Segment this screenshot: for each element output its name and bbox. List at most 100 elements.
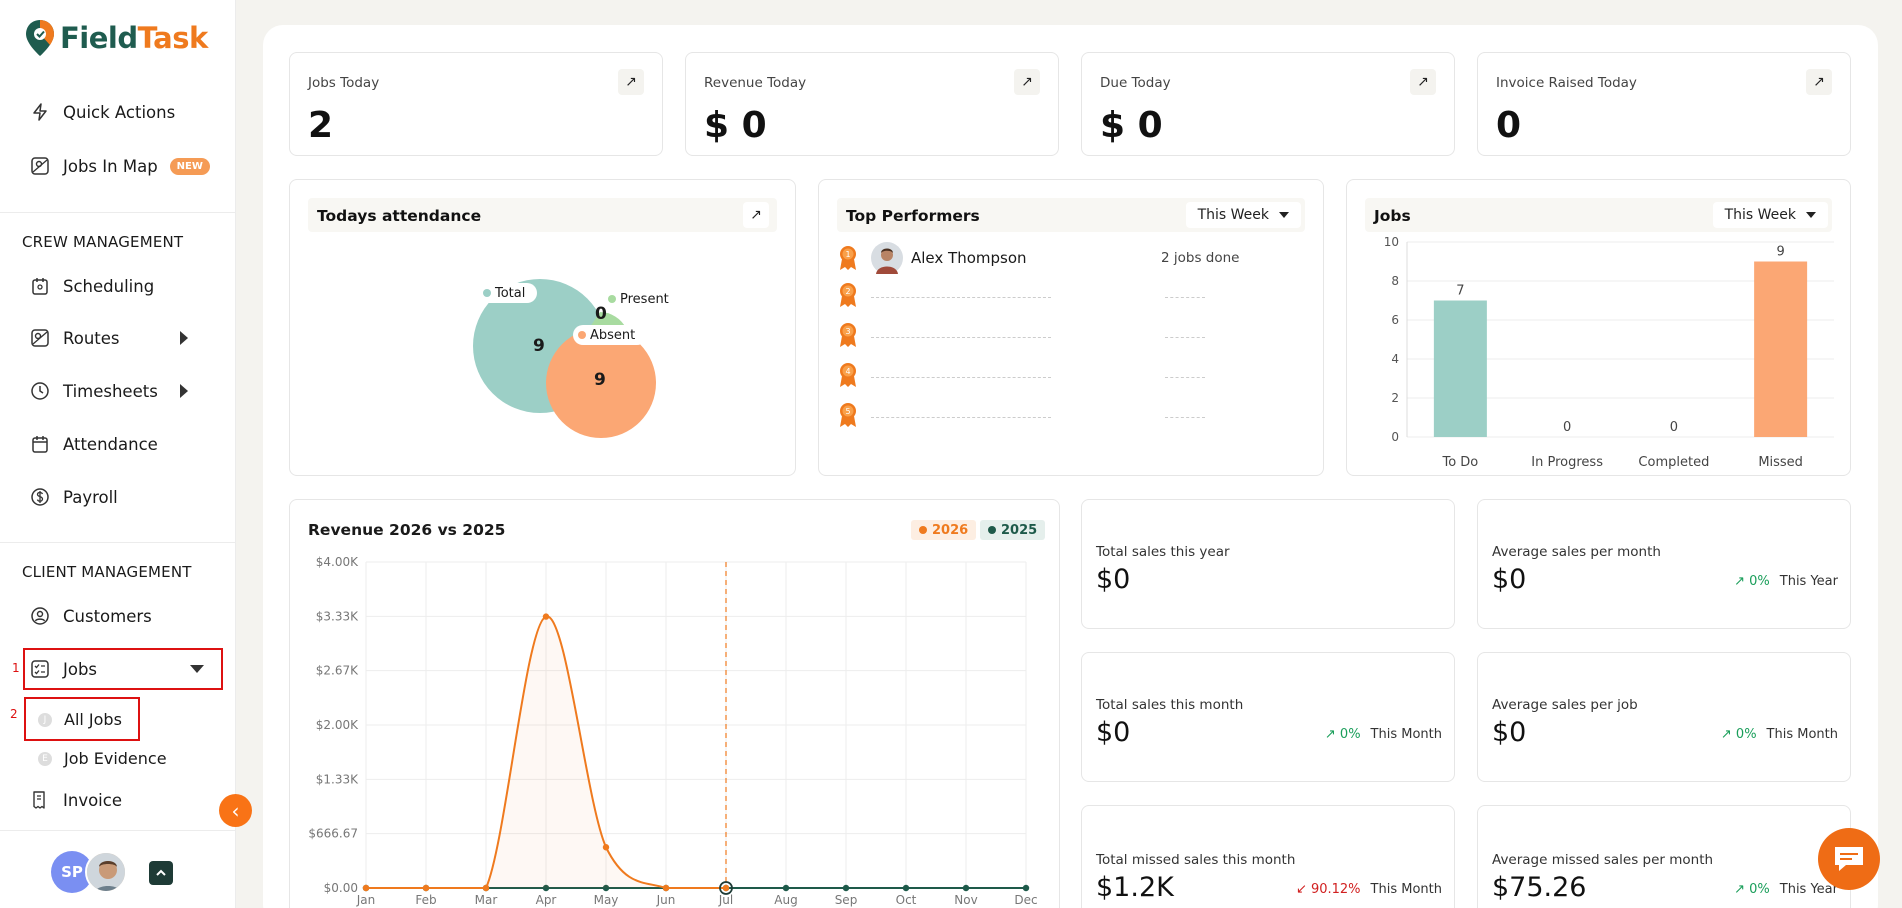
y-tick-label: $2.00K (316, 718, 359, 732)
open-arrow-icon[interactable]: ↗ (1806, 69, 1832, 95)
chat-support-button[interactable] (1818, 828, 1880, 890)
sidebar-item-quick-actions[interactable]: Quick Actions (30, 98, 216, 126)
kpi-card-due-today[interactable]: Due Today $ 0 ↗ (1081, 52, 1455, 156)
stat-value: $0 (1492, 717, 1527, 748)
y-tick-label: 4 (1391, 352, 1399, 366)
collapse-sidebar-button[interactable]: ‹ (219, 794, 252, 827)
chevron-down-icon (190, 665, 204, 673)
bar-data-label: 0 (1563, 420, 1571, 435)
sidebar-item-payroll[interactable]: Payroll (30, 483, 216, 511)
y-tick-label: $666.67 (308, 827, 358, 841)
data-point-2026 (422, 884, 430, 892)
chevron-up-button[interactable] (149, 861, 173, 885)
open-arrow-icon[interactable]: ↗ (1410, 69, 1436, 95)
rank-2-medal-icon: 2 (840, 283, 856, 307)
sidebar-item-scheduling[interactable]: Scheduling (30, 272, 216, 300)
open-arrow-icon[interactable]: ↗ (618, 69, 644, 95)
open-arrow-icon[interactable]: ↗ (743, 202, 769, 228)
sidebar-item-attendance[interactable]: Attendance (30, 430, 216, 458)
sidebar-item-label: Routes (63, 328, 120, 348)
kpi-card-jobs-today[interactable]: Jobs Today 2 ↗ (289, 52, 663, 156)
legend-2026[interactable]: 2026 (911, 520, 977, 540)
legend-2025[interactable]: 2025 (980, 520, 1046, 540)
legend-dot (919, 526, 927, 534)
jobs-bar-chart: 0 2 4 6 8 10 7 To Do 0 In Progress 0 Completed 9 Miss… (1384, 235, 1834, 470)
placeholder-line (1165, 416, 1205, 418)
sidebar-item-timesheets[interactable]: Timesheets (30, 377, 216, 405)
crew-management-label: CREW MANAGEMENT (22, 233, 184, 251)
sidebar-item-jobs[interactable]: Jobs (30, 655, 216, 683)
data-point-2025 (1022, 884, 1030, 892)
kpi-value: $ 0 (1100, 105, 1163, 146)
jobs-chart-card: Jobs This Week 0 2 4 6 8 10 7 To Do 0 In Progress… (1346, 179, 1851, 476)
sidebar-item-invoice[interactable]: Invoice (30, 786, 216, 814)
lightning-icon (30, 102, 50, 122)
kpi-label: Due Today (1100, 75, 1171, 91)
data-point-2026 (662, 884, 670, 892)
current-month-point (719, 881, 733, 895)
sidebar-item-label: Quick Actions (63, 102, 176, 122)
svg-text:5: 5 (845, 407, 850, 416)
sidebar-subitem-all-jobs[interactable]: J All Jobs (38, 710, 122, 729)
user-circle-icon (30, 606, 50, 626)
sidebar-item-routes[interactable]: Routes (30, 324, 216, 352)
data-point-2026 (542, 613, 550, 620)
performer-row[interactable]: 1 Alex Thompson 2 jobs done (837, 242, 1239, 274)
bar (1433, 300, 1487, 437)
y-tick-label: $4.00K (316, 555, 359, 569)
stat-label: Average missed sales per month (1492, 852, 1714, 868)
data-point-2025 (902, 884, 910, 892)
sidebar-item-label: Job Evidence (64, 749, 167, 768)
svg-text:2: 2 (845, 287, 850, 296)
x-tick-label: Sep (835, 893, 858, 907)
revenue-chart-card: Revenue 2026 vs 2025 2026 2025 $0.00 $666… (289, 499, 1060, 908)
placeholder-line (871, 376, 1051, 378)
performers-period-select[interactable]: This Week (1185, 202, 1301, 228)
x-tick-label: Feb (415, 893, 436, 907)
kpi-card-revenue-today[interactable]: Revenue Today $ 0 ↗ (685, 52, 1059, 156)
dollar-coin-icon (30, 487, 50, 507)
stat-period: This Year (1779, 574, 1838, 589)
x-tick-label: May (594, 893, 619, 907)
caret-down-icon (1806, 212, 1816, 218)
data-point-2026 (362, 884, 370, 892)
bar (1754, 261, 1808, 437)
y-tick-label: $0.00 (324, 881, 358, 895)
x-tick-label: Nov (954, 893, 977, 907)
clock-icon (30, 381, 50, 401)
stat-value: $0 (1096, 564, 1131, 595)
stat-card: Total sales this year $0 (1081, 499, 1455, 629)
x-tick-label: Oct (896, 893, 917, 907)
brand-logo[interactable]: FieldTask (24, 18, 208, 58)
sidebar-item-customers[interactable]: Customers (30, 602, 216, 630)
svg-text:3: 3 (845, 327, 850, 336)
chevron-up-icon (156, 869, 166, 876)
x-tick-label: In Progress (1531, 455, 1603, 470)
sidebar-item-label: All Jobs (64, 710, 122, 729)
trend-up-icon: ↗ 0% (1734, 882, 1770, 897)
dashboard-main: Jobs Today 2 ↗ Revenue Today $ 0 ↗ Due T… (263, 25, 1878, 908)
sidebar-item-jobs-in-map[interactable]: Jobs In Map NEW (30, 152, 216, 180)
top-performers-header: Top Performers This Week (837, 198, 1305, 232)
performer-avatar (871, 242, 903, 274)
performer-row-empty: 2 (837, 282, 1205, 308)
stat-card: Total missed sales this month $1.2K ↙ 90… (1081, 805, 1455, 908)
y-tick-label: 6 (1391, 313, 1399, 327)
sidebar-divider (0, 212, 236, 213)
performer-row-empty: 5 (837, 402, 1205, 428)
kpi-card-invoice-raised-today[interactable]: Invoice Raised Today 0 ↗ (1477, 52, 1851, 156)
x-tick-label: Aug (774, 893, 797, 907)
x-tick-label: Apr (536, 893, 557, 907)
stat-change: ↗ 0% This Year (1734, 882, 1838, 897)
jobs-period-select[interactable]: This Week (1712, 202, 1828, 228)
total-value: 9 (533, 336, 545, 356)
kpi-value: 2 (308, 105, 334, 146)
data-point-2025 (782, 884, 790, 892)
stat-label: Average sales per job (1492, 697, 1638, 713)
performer-jobs: 2 jobs done (1161, 250, 1240, 266)
open-arrow-icon[interactable]: ↗ (1014, 69, 1040, 95)
sidebar-subitem-job-evidence[interactable]: E Job Evidence (38, 749, 167, 768)
y-tick-label: 2 (1391, 391, 1399, 405)
trend-up-icon: ↗ 0% (1720, 727, 1757, 742)
svg-text:1: 1 (845, 250, 850, 259)
